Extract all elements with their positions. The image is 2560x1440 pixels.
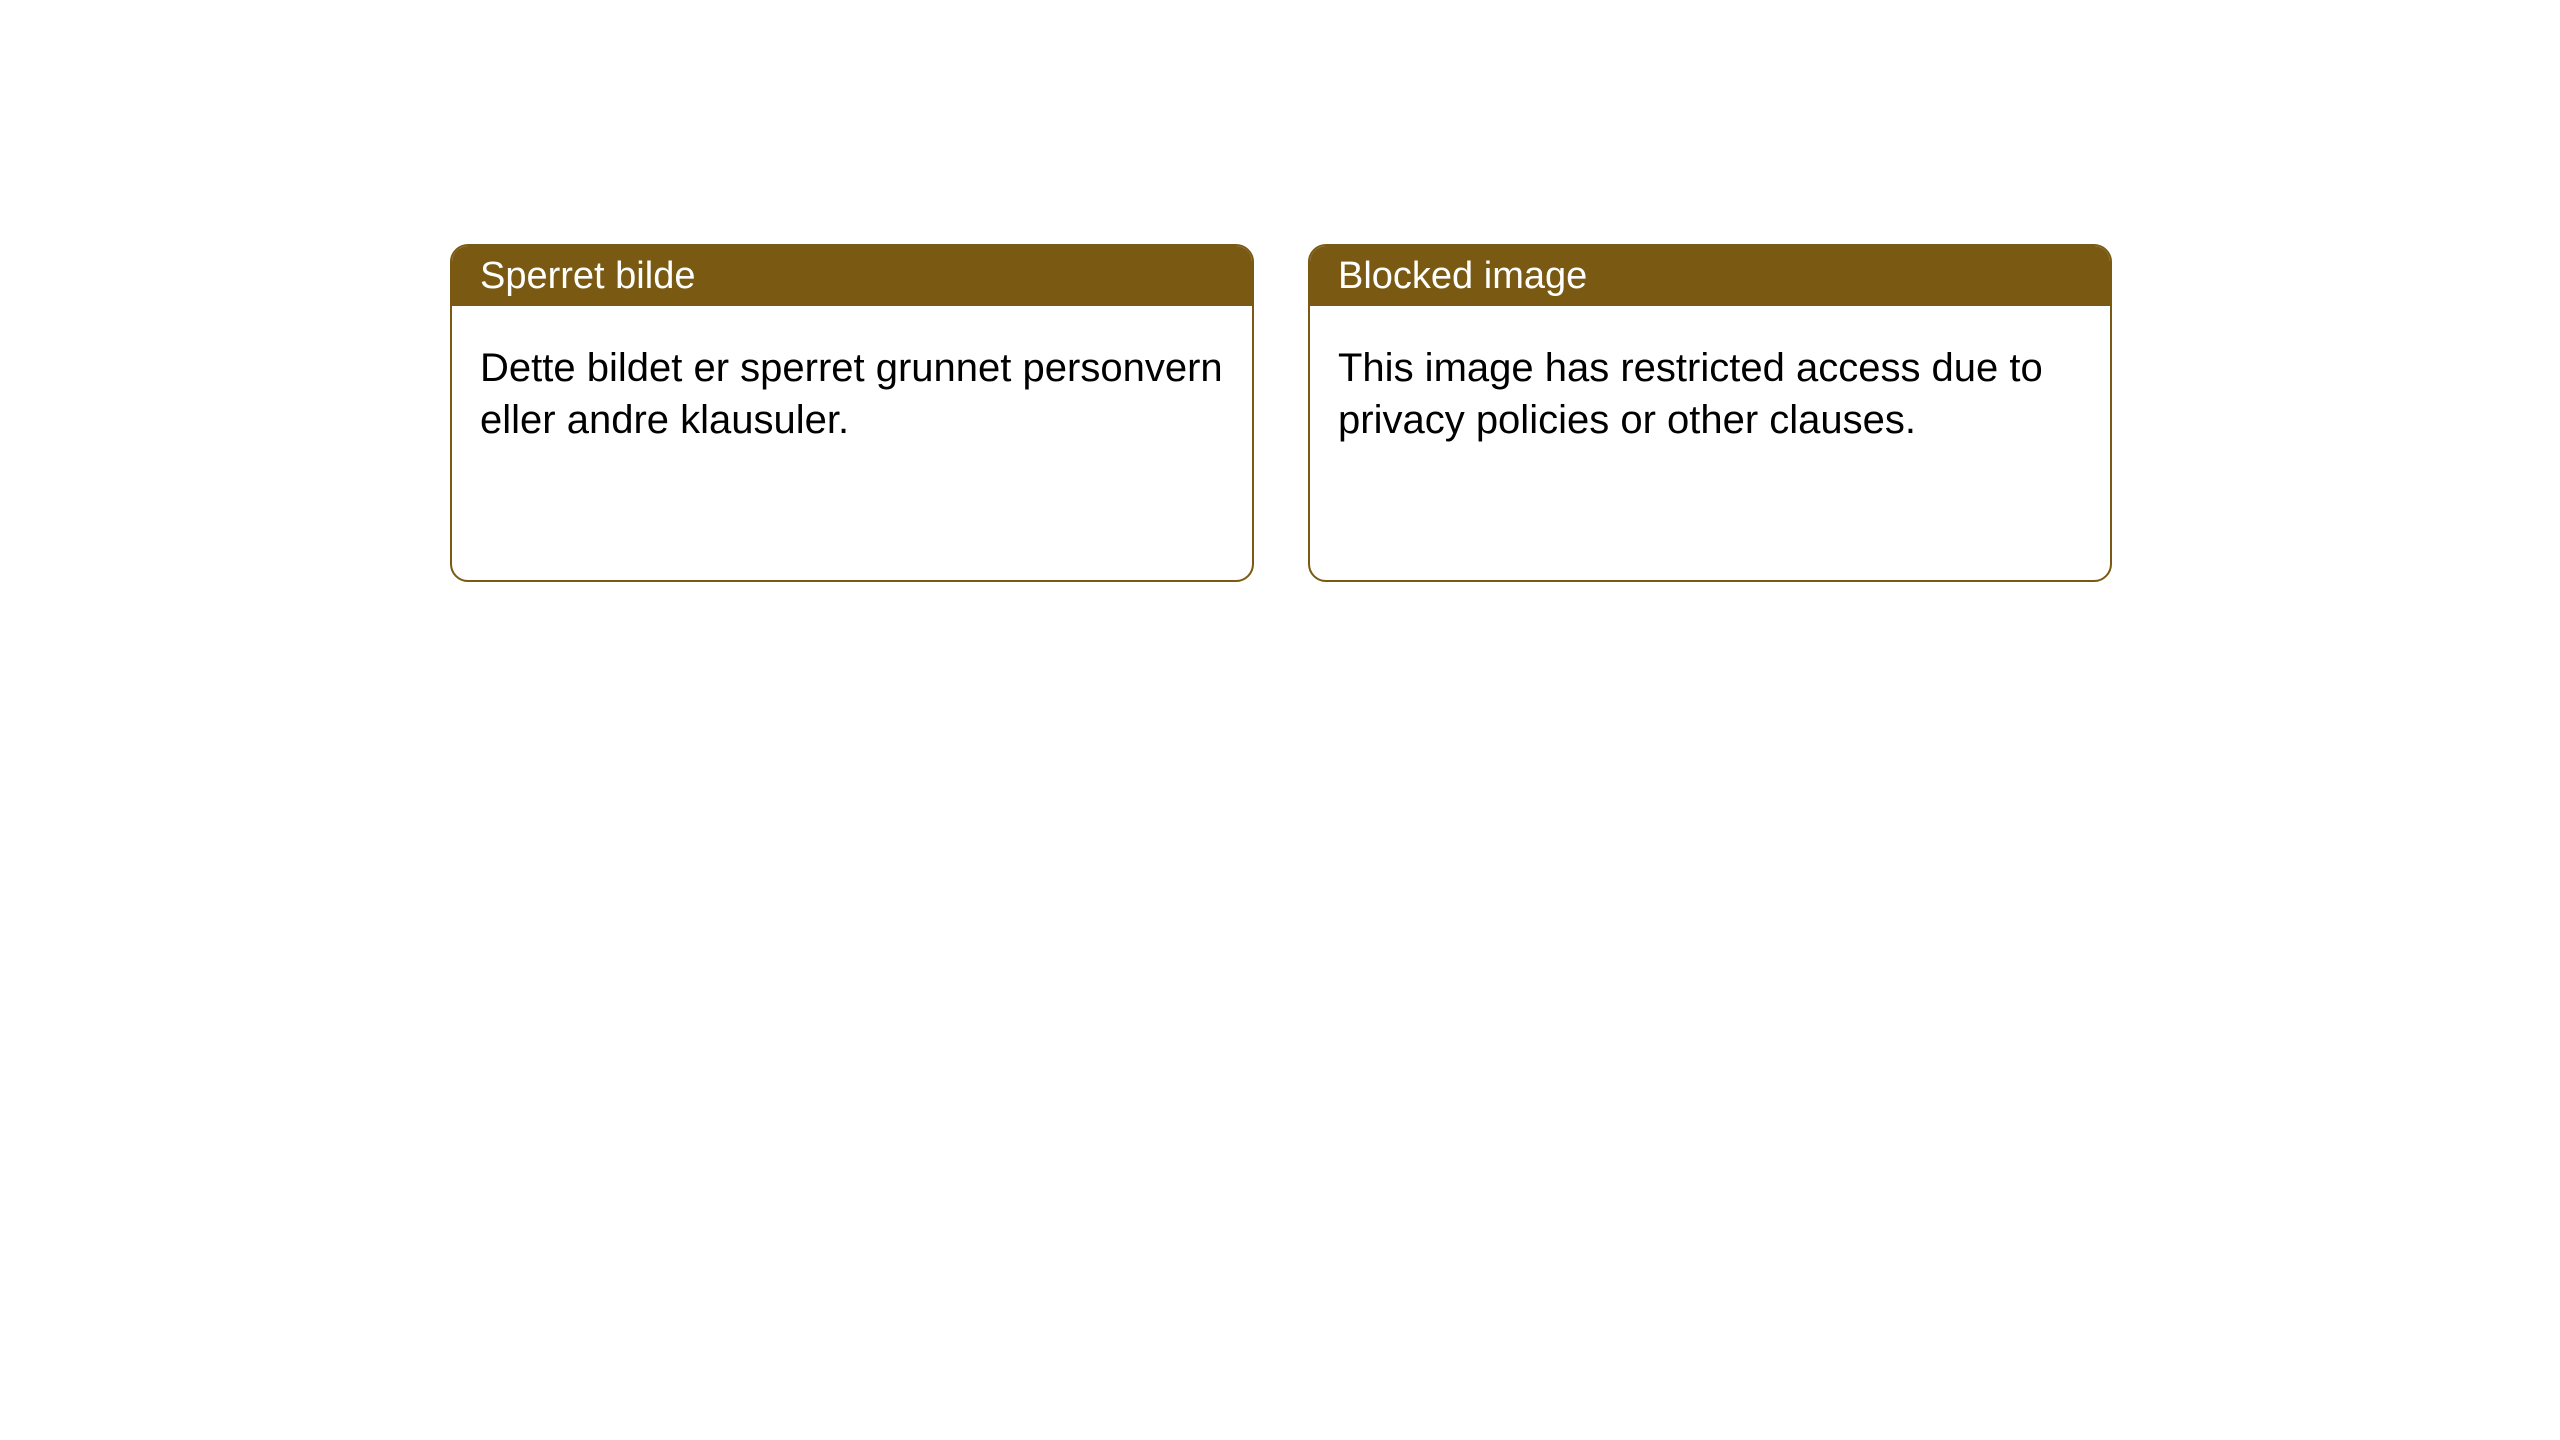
notice-header: Sperret bilde: [452, 246, 1252, 306]
notice-card-english: Blocked image This image has restricted …: [1308, 244, 2112, 582]
notice-body-text: Dette bildet er sperret grunnet personve…: [480, 346, 1223, 442]
notice-card-norwegian: Sperret bilde Dette bildet er sperret gr…: [450, 244, 1254, 582]
notice-body: Dette bildet er sperret grunnet personve…: [452, 306, 1252, 482]
notice-title: Blocked image: [1338, 255, 1587, 298]
notice-container: Sperret bilde Dette bildet er sperret gr…: [0, 0, 2560, 582]
notice-body-text: This image has restricted access due to …: [1338, 346, 2043, 442]
notice-body: This image has restricted access due to …: [1310, 306, 2110, 482]
notice-header: Blocked image: [1310, 246, 2110, 306]
notice-title: Sperret bilde: [480, 255, 695, 298]
